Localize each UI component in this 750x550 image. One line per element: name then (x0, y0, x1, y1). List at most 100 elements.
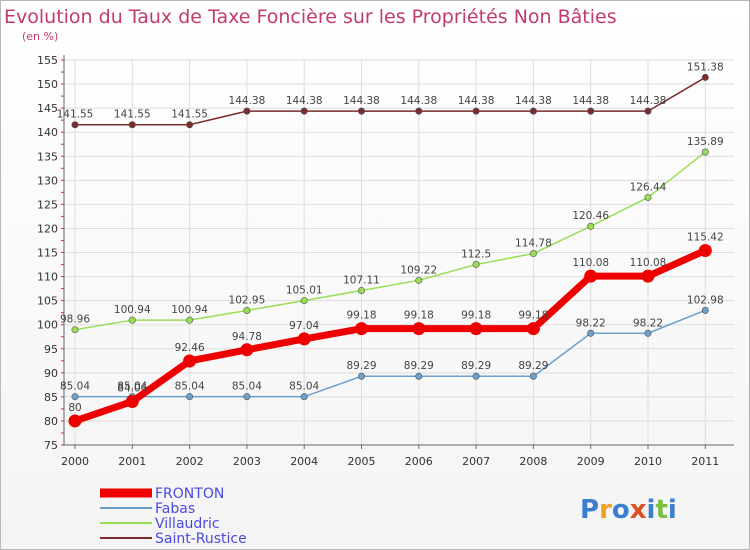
data-point-fabas (529, 372, 537, 380)
data-point-fabas (701, 306, 709, 314)
data-point-fronton (240, 343, 254, 357)
data-point-fabas (300, 393, 308, 401)
data-label-fabas: 89.29 (404, 360, 434, 372)
data-point-villaudric (587, 222, 595, 230)
x-tick-label: 2007 (462, 455, 490, 468)
data-label-fabas: 85.04 (175, 381, 205, 393)
series-line-saint-rustice (75, 76, 706, 126)
data-point-saint-rustice (128, 121, 136, 129)
data-point-saint-rustice (587, 107, 595, 115)
data-point-fronton (183, 354, 197, 368)
data-point-villaudric (357, 286, 365, 294)
grid (64, 59, 734, 446)
data-label-fabas: 89.29 (346, 360, 376, 372)
data-label-saint-rustice: 144.38 (515, 95, 552, 107)
data-label-fabas: 85.04 (232, 381, 262, 393)
x-tick-label: 2005 (348, 455, 376, 468)
data-label-fabas: 98.22 (633, 317, 663, 329)
data-label-fabas: 89.29 (461, 360, 491, 372)
data-label-villaudric: 100.94 (171, 304, 208, 316)
y-tick-label: 80 (44, 415, 58, 428)
data-label-fabas: 89.29 (518, 360, 548, 372)
data-label-fronton: 80 (68, 402, 81, 414)
data-point-villaudric (300, 297, 308, 305)
data-point-fabas (71, 393, 79, 401)
y-tick-label: 110 (37, 271, 58, 284)
x-tick-label: 2000 (61, 455, 89, 468)
data-point-fronton (355, 322, 368, 336)
series-line-villaudric (74, 151, 706, 331)
data-label-saint-rustice: 141.55 (57, 109, 94, 121)
data-label-fronton: 94.78 (232, 331, 262, 343)
x-tick-label: 2011 (691, 455, 719, 468)
data-point-saint-rustice (701, 73, 709, 81)
logo-text: Proxiti (580, 495, 677, 525)
data-point-fabas (472, 372, 480, 380)
data-point-fronton (526, 322, 540, 336)
data-label-fronton: 99.18 (346, 310, 376, 322)
y-tick-label: 135 (37, 150, 58, 163)
y-tick-label: 130 (37, 174, 58, 187)
x-tick-label: 2003 (233, 455, 261, 468)
y-tick-label: 90 (44, 367, 58, 380)
data-point-fronton (125, 394, 139, 408)
y-tick-label: 125 (37, 198, 58, 211)
data-point-saint-rustice (186, 121, 194, 129)
data-label-villaudric: 100.94 (114, 304, 151, 316)
unit-label: (en %) (22, 30, 58, 43)
proxiti-logo: Proxiti (580, 495, 677, 525)
data-point-fronton (698, 243, 712, 257)
data-label-saint-rustice: 144.38 (572, 95, 609, 107)
x-tick-label: 2001 (118, 455, 146, 468)
data-point-fabas (243, 393, 251, 401)
legend-label-saint-rustice: Saint-Rustice (155, 531, 247, 547)
data-label-fronton: 84.04 (117, 382, 147, 394)
x-tick-label: 2006 (405, 455, 433, 468)
data-label-saint-rustice: 144.38 (343, 95, 380, 107)
data-point-villaudric (128, 316, 136, 324)
series-layer (68, 73, 712, 428)
data-label-saint-rustice: 144.38 (286, 95, 323, 107)
data-label-villaudric: 126.44 (630, 181, 667, 193)
data-point-fabas (644, 329, 652, 337)
data-label-fronton: 115.42 (687, 231, 724, 243)
data-point-saint-rustice (300, 107, 308, 115)
data-label-villaudric: 109.22 (400, 264, 437, 276)
data-point-fabas (357, 372, 365, 380)
data-label-fabas: 102.98 (687, 294, 724, 306)
data-label-villaudric: 102.95 (229, 294, 266, 306)
chart-title: Evolution du Taux de Taxe Foncière sur l… (4, 6, 617, 28)
data-label-fronton: 99.18 (518, 310, 548, 322)
data-point-fronton (297, 332, 311, 346)
x-tick-label: 2010 (634, 455, 662, 468)
data-label-saint-rustice: 141.55 (171, 109, 208, 121)
data-label-saint-rustice: 141.55 (114, 109, 151, 121)
y-tick-label: 145 (37, 102, 58, 115)
y-tick-label: 95 (44, 343, 58, 356)
data-label-villaudric: 114.78 (515, 238, 552, 250)
data-label-saint-rustice: 144.38 (458, 95, 495, 107)
data-point-saint-rustice (529, 107, 537, 115)
y-tick-label: 115 (37, 247, 58, 260)
y-tick-label: 85 (44, 391, 58, 404)
series-line-fabas (75, 309, 706, 398)
data-point-saint-rustice (472, 107, 480, 115)
data-point-fronton (584, 269, 598, 283)
data-labels: 141.55 141.55 141.55 144.38 144.38 144.38 144.… (57, 61, 724, 414)
y-tick-label: 150 (37, 78, 58, 91)
data-label-villaudric: 105.01 (286, 285, 323, 297)
data-label-fabas: 85.04 (289, 381, 319, 393)
data-label-fronton: 97.04 (289, 320, 319, 332)
axes: 75 80 85 90 95 100 105 110 115 120 125 130 135 140 145… (37, 54, 734, 468)
data-point-villaudric (415, 276, 423, 284)
legend-label-fronton: FRONTON (155, 486, 224, 502)
data-point-fronton (68, 414, 82, 428)
data-point-fronton (469, 322, 483, 336)
data-label-villaudric: 107.11 (343, 274, 380, 286)
data-label-fronton: 110.08 (572, 257, 609, 269)
data-point-villaudric (472, 261, 480, 269)
data-label-fronton: 92.46 (175, 342, 205, 354)
data-point-saint-rustice (357, 107, 365, 115)
data-label-saint-rustice: 144.38 (630, 95, 667, 107)
